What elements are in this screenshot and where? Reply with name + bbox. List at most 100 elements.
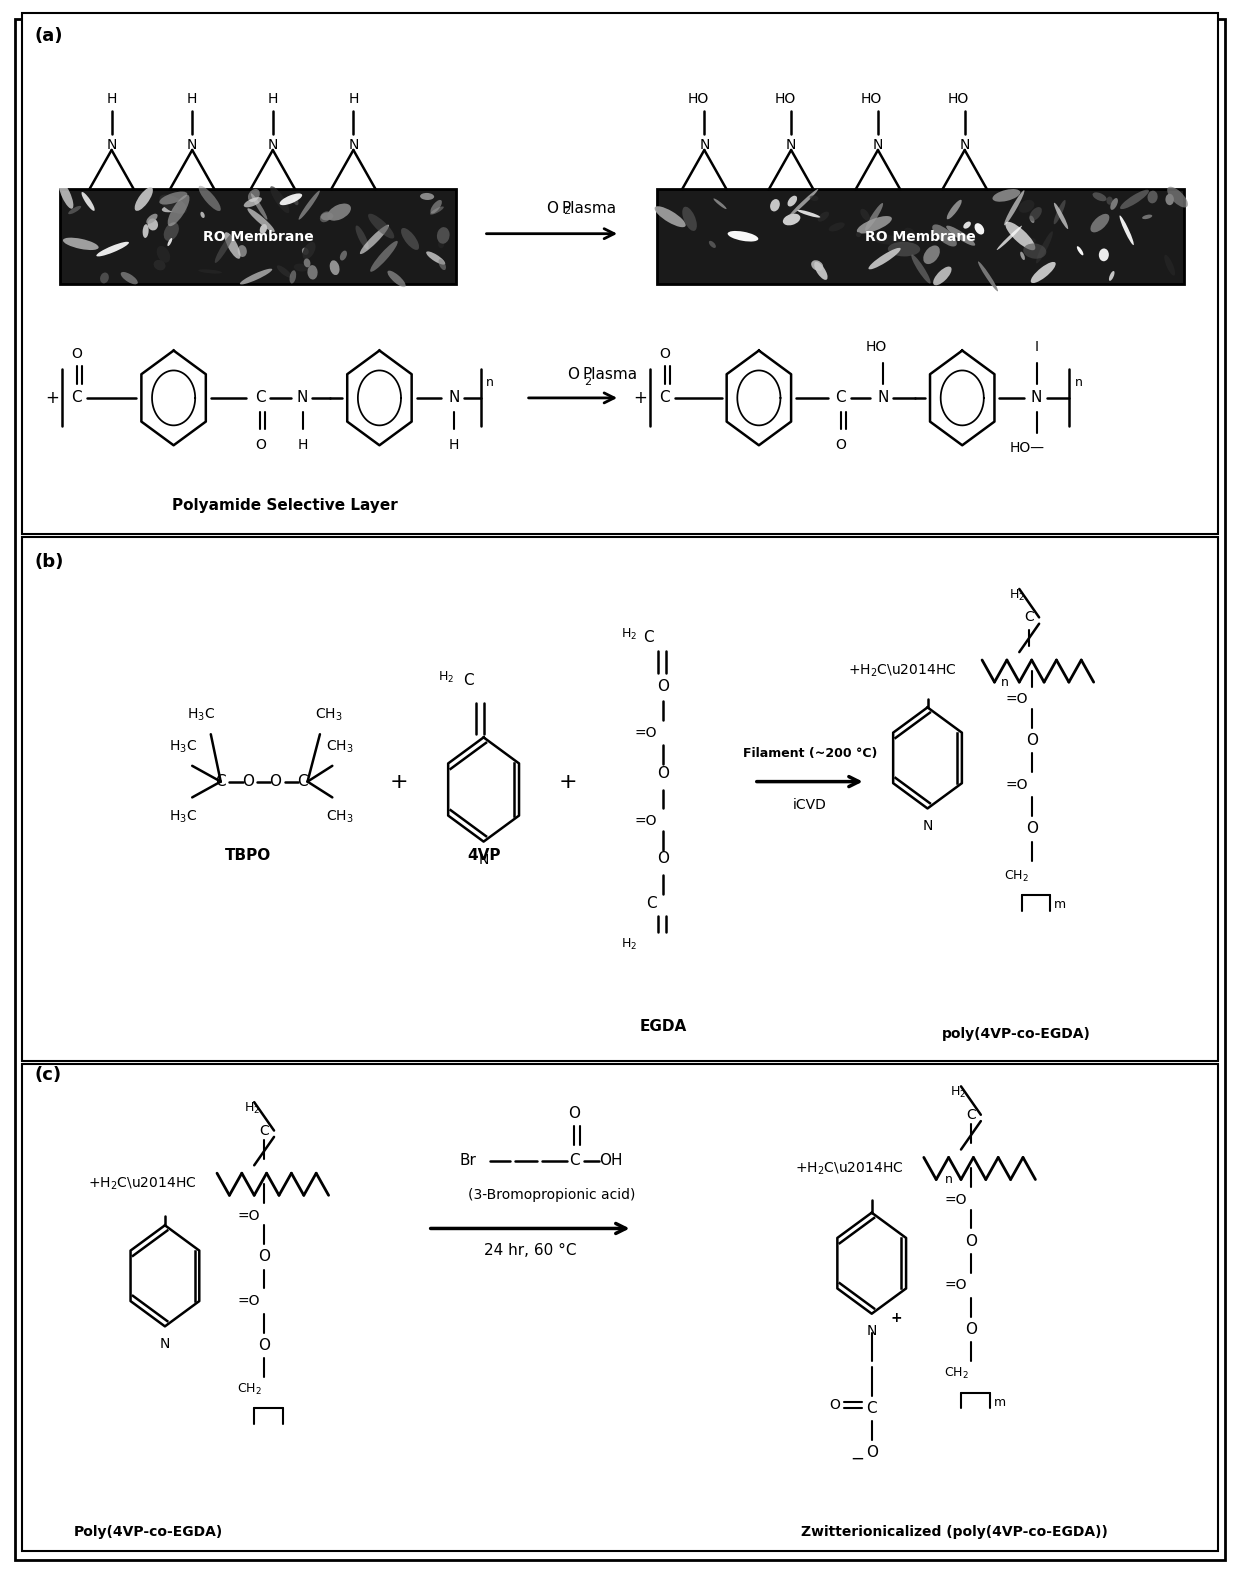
Ellipse shape bbox=[1147, 191, 1158, 204]
Text: O: O bbox=[836, 439, 846, 452]
Text: n: n bbox=[486, 376, 494, 388]
Text: Plasma: Plasma bbox=[562, 201, 616, 216]
Text: O: O bbox=[269, 774, 281, 790]
Text: (a): (a) bbox=[35, 27, 63, 44]
Ellipse shape bbox=[250, 193, 268, 219]
Text: Zwitterionicalized (poly(4VP-co-EGDA)): Zwitterionicalized (poly(4VP-co-EGDA)) bbox=[801, 1525, 1109, 1538]
Text: H: H bbox=[107, 93, 117, 106]
Text: CH$_3$: CH$_3$ bbox=[326, 739, 353, 755]
Text: 24 hr, 60 °C: 24 hr, 60 °C bbox=[485, 1243, 577, 1258]
Ellipse shape bbox=[1164, 254, 1176, 276]
Text: C: C bbox=[836, 390, 846, 406]
Text: H: H bbox=[449, 439, 459, 452]
Ellipse shape bbox=[143, 224, 149, 238]
Ellipse shape bbox=[120, 272, 138, 284]
Text: H$_2$: H$_2$ bbox=[243, 1101, 260, 1116]
Ellipse shape bbox=[82, 193, 94, 212]
Ellipse shape bbox=[872, 235, 904, 245]
Text: −: − bbox=[849, 1450, 864, 1468]
Ellipse shape bbox=[789, 189, 818, 218]
Ellipse shape bbox=[160, 194, 187, 213]
Text: 2: 2 bbox=[563, 207, 570, 216]
Text: +: + bbox=[389, 772, 409, 791]
Ellipse shape bbox=[728, 231, 759, 242]
Ellipse shape bbox=[280, 194, 303, 205]
Bar bbox=[22, 1064, 1218, 1551]
Text: RO Membrane: RO Membrane bbox=[866, 231, 976, 243]
Ellipse shape bbox=[1029, 216, 1034, 223]
Ellipse shape bbox=[164, 223, 179, 242]
Text: +: + bbox=[558, 772, 578, 791]
Ellipse shape bbox=[810, 196, 818, 201]
Text: HO: HO bbox=[861, 93, 883, 106]
Ellipse shape bbox=[1142, 215, 1152, 219]
Ellipse shape bbox=[992, 189, 1021, 202]
Ellipse shape bbox=[1029, 238, 1035, 246]
Ellipse shape bbox=[1021, 251, 1025, 261]
Ellipse shape bbox=[167, 194, 190, 226]
Text: =O: =O bbox=[1006, 693, 1028, 706]
Text: H$_3$C: H$_3$C bbox=[170, 739, 197, 755]
Text: =O: =O bbox=[635, 815, 657, 827]
Ellipse shape bbox=[420, 193, 434, 201]
Text: N: N bbox=[877, 390, 889, 406]
Ellipse shape bbox=[978, 262, 998, 291]
Text: O: O bbox=[546, 201, 558, 216]
Text: H$_2$: H$_2$ bbox=[620, 936, 637, 952]
Text: HO—: HO— bbox=[1009, 442, 1044, 455]
Text: RO Membrane: RO Membrane bbox=[202, 231, 314, 243]
Ellipse shape bbox=[787, 196, 797, 207]
Text: CH$_2$: CH$_2$ bbox=[1004, 868, 1029, 884]
Ellipse shape bbox=[436, 227, 450, 243]
Ellipse shape bbox=[1166, 194, 1174, 205]
Ellipse shape bbox=[1023, 243, 1047, 259]
Ellipse shape bbox=[682, 207, 697, 231]
Text: N: N bbox=[268, 139, 278, 152]
Text: =O: =O bbox=[945, 1194, 967, 1206]
Text: N: N bbox=[786, 139, 796, 152]
Ellipse shape bbox=[167, 238, 172, 246]
Text: N: N bbox=[923, 820, 932, 834]
Text: H: H bbox=[348, 93, 358, 106]
Ellipse shape bbox=[1120, 189, 1149, 208]
Ellipse shape bbox=[1099, 248, 1109, 261]
Ellipse shape bbox=[713, 199, 727, 208]
Ellipse shape bbox=[866, 204, 883, 231]
Ellipse shape bbox=[427, 251, 445, 265]
Text: C: C bbox=[298, 774, 308, 790]
Ellipse shape bbox=[1054, 202, 1068, 229]
Ellipse shape bbox=[304, 259, 310, 267]
Ellipse shape bbox=[438, 240, 444, 248]
Ellipse shape bbox=[244, 197, 262, 207]
Ellipse shape bbox=[782, 213, 800, 226]
Text: poly(4VP-co-EGDA): poly(4VP-co-EGDA) bbox=[942, 1028, 1091, 1041]
Bar bbox=[60, 189, 456, 284]
Ellipse shape bbox=[1167, 186, 1188, 207]
Ellipse shape bbox=[215, 232, 234, 264]
Ellipse shape bbox=[303, 242, 316, 259]
Ellipse shape bbox=[289, 270, 296, 284]
Text: O: O bbox=[242, 774, 254, 790]
Text: EGDA: EGDA bbox=[640, 1018, 687, 1034]
Text: HO: HO bbox=[866, 341, 888, 354]
Ellipse shape bbox=[360, 224, 389, 254]
Text: O: O bbox=[258, 1337, 270, 1353]
Ellipse shape bbox=[239, 268, 273, 284]
Ellipse shape bbox=[857, 216, 892, 234]
Text: I: I bbox=[1034, 341, 1039, 354]
Text: n: n bbox=[945, 1173, 952, 1186]
Text: +H$_2$C\u2014HC: +H$_2$C\u2014HC bbox=[795, 1161, 904, 1176]
Text: +: + bbox=[632, 388, 647, 407]
Text: C: C bbox=[72, 390, 82, 406]
Ellipse shape bbox=[911, 254, 931, 284]
Text: =O: =O bbox=[945, 1279, 967, 1292]
Text: N: N bbox=[1030, 390, 1043, 406]
Text: TBPO: TBPO bbox=[224, 848, 272, 864]
Text: HO: HO bbox=[687, 93, 709, 106]
Ellipse shape bbox=[224, 232, 241, 259]
Text: C: C bbox=[660, 390, 670, 406]
Text: (b): (b) bbox=[35, 553, 64, 570]
Bar bbox=[657, 189, 1184, 284]
Ellipse shape bbox=[58, 182, 73, 208]
Text: (c): (c) bbox=[35, 1066, 62, 1083]
